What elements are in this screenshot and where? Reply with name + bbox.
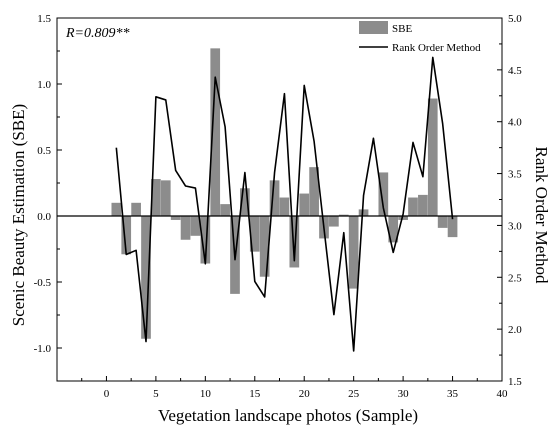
y-right-tick-label: 4.0 — [508, 117, 522, 129]
rank-order-polyline — [115, 56, 454, 352]
y-left-axis-title: Scenic Beauty Estimation (SBE) — [9, 104, 28, 326]
y-right-tick-label: 3.5 — [508, 169, 522, 181]
sbe-bar — [141, 216, 151, 339]
legend-swatch-sbe — [359, 21, 388, 34]
sbe-bar — [348, 216, 359, 289]
x-tick-label: 0 — [104, 388, 110, 400]
sbe-bar — [299, 193, 310, 216]
x-tick-label: 25 — [348, 388, 360, 400]
sbe-bar — [309, 167, 319, 216]
sbe-bar — [131, 202, 141, 216]
y-right-tick-label: 2.5 — [508, 272, 522, 284]
sbe-bar — [338, 214, 349, 216]
x-tick-label: 30 — [398, 388, 410, 400]
sbe-bar — [418, 194, 428, 216]
x-tick-label: 15 — [249, 388, 261, 400]
sbe-bar — [259, 216, 270, 277]
y-left-tick-label: -1.0 — [34, 343, 52, 355]
sbe-bar — [121, 216, 132, 255]
x-tick-label: 5 — [153, 388, 159, 400]
annotation-r: R=0.809** — [65, 26, 130, 41]
x-axis-title: Vegetation landscape photos (Sample) — [158, 406, 418, 425]
x-tick-label: 20 — [299, 388, 311, 400]
y-left-tick-label: 0.0 — [37, 211, 51, 223]
sbe-bar — [180, 216, 191, 240]
y-right-tick-label: 3.0 — [508, 220, 522, 232]
sbe-bar — [240, 188, 250, 216]
sbe-bar — [408, 197, 418, 216]
sbe-bar — [329, 216, 339, 227]
legend-label-sbe: SBE — [392, 23, 412, 35]
y-right-tick-label: 2.0 — [508, 324, 522, 336]
sbe-bar — [447, 216, 458, 238]
sbe-bar — [289, 216, 300, 268]
sbe-bar — [210, 48, 221, 216]
y-left-tick-label: 1.0 — [37, 79, 51, 91]
sbe-bar — [160, 180, 171, 216]
sbe-bar — [170, 216, 181, 220]
y-right-tick-label: 5.0 — [508, 13, 522, 25]
sbe-bar — [388, 216, 399, 243]
y-right-tick-label: 1.5 — [508, 376, 522, 388]
sbe-bar — [151, 179, 161, 216]
rank-order-line — [115, 56, 454, 352]
sbe-bar — [269, 180, 280, 216]
sbe-bar — [437, 216, 448, 228]
sbe-bar — [249, 216, 260, 252]
sbe-bar — [358, 209, 369, 216]
sbe-bar — [190, 216, 201, 236]
sbe-bar — [220, 204, 230, 216]
sbe-bar — [200, 216, 211, 264]
ticks: 0 5 10 15 20 25 30 35 40 -1.0 -0.5 0.0 0.5 1.0 1.5 1.5 2… — [34, 13, 523, 400]
y-left-tick-label: 0.5 — [37, 145, 51, 157]
legend-label-rank: Rank Order Method — [392, 42, 481, 54]
x-tick-label: 10 — [200, 388, 212, 400]
y-right-axis-title: Rank Order Method — [532, 147, 550, 284]
sbe-bar — [279, 197, 290, 216]
x-tick-label: 35 — [447, 388, 459, 400]
legend: SBE Rank Order Method — [359, 21, 481, 54]
y-right-tick-label: 4.5 — [508, 65, 522, 77]
sbe-bar — [398, 216, 408, 220]
y-left-tick-label: 1.5 — [37, 13, 51, 25]
sbe-bar — [111, 202, 122, 216]
sbe-bar — [378, 172, 389, 216]
sbe-bar — [427, 98, 438, 216]
x-tick-label: 40 — [497, 388, 509, 400]
y-left-tick-label: -0.5 — [34, 277, 52, 289]
